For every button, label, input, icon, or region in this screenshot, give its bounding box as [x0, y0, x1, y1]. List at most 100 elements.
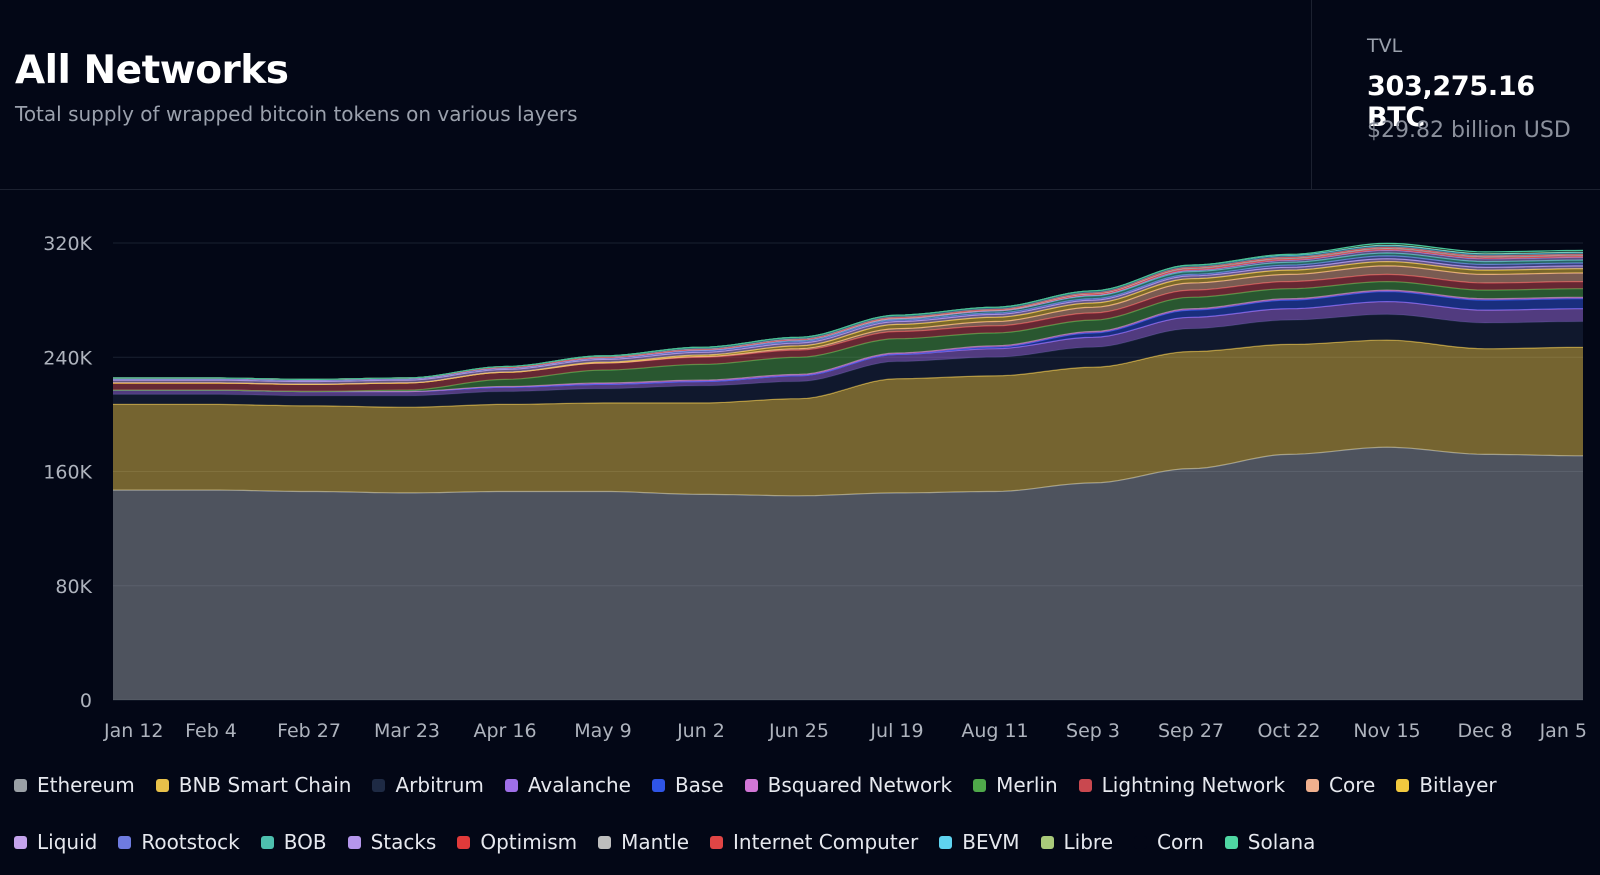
legend-item[interactable]: Bitlayer — [1396, 773, 1497, 797]
legend-swatch — [1306, 778, 1320, 792]
legend-label: Internet Computer — [733, 830, 919, 854]
legend-swatch — [710, 835, 724, 849]
x-tick-label: Mar 23 — [374, 720, 440, 742]
legend-item[interactable]: Arbitrum — [372, 773, 484, 797]
area-core — [113, 265, 1583, 385]
area-base — [113, 291, 1583, 392]
legend-item[interactable]: Lightning Network — [1078, 773, 1286, 797]
legend-label: Mantle — [621, 830, 690, 854]
legend-label: Ethereum — [37, 773, 135, 797]
legend-label: Rootstock — [141, 830, 240, 854]
legend-swatch — [14, 778, 27, 792]
legend-swatch — [1134, 835, 1148, 849]
legend-item[interactable]: Internet Computer — [710, 830, 918, 854]
legend-item[interactable]: Libre — [1040, 830, 1114, 854]
x-tick-label: Feb 4 — [185, 720, 237, 742]
legend-item[interactable]: Core — [1306, 773, 1375, 797]
legend-row-2: Liquid Rootstock BOB Stacks Optimism Mantle In… — [14, 830, 1594, 854]
x-tick-label: Feb 27 — [277, 720, 341, 742]
legend-label: Core — [1329, 773, 1376, 797]
x-tick-label: Sep 27 — [1158, 720, 1224, 742]
y-tick-label: 240K — [43, 347, 92, 369]
y-tick-label: 320K — [43, 233, 92, 255]
legend-swatch — [1224, 835, 1238, 849]
legend-label: Avalanche — [527, 773, 631, 797]
legend-label: Lightning Network — [1101, 773, 1286, 797]
legend-item[interactable]: Merlin — [973, 773, 1058, 797]
tvl-btc-value: 303,275.16 BTC — [1367, 71, 1535, 133]
legend-label: Solana — [1247, 830, 1316, 854]
legend-label: Arbitrum — [395, 773, 484, 797]
legend-label: BEVM — [962, 830, 1020, 854]
legend-swatch — [372, 778, 386, 792]
legend-label: Libre — [1063, 830, 1114, 854]
legend-swatch — [598, 835, 612, 849]
legend-label: Merlin — [996, 773, 1058, 797]
legend-swatch — [504, 778, 518, 792]
y-tick-label: 80K — [55, 576, 92, 598]
legend-swatch — [260, 835, 274, 849]
legend-swatch — [651, 778, 665, 792]
legend-item[interactable]: Avalanche — [504, 773, 631, 797]
legend-swatch — [973, 778, 987, 792]
legend-item[interactable]: Optimism — [457, 830, 577, 854]
legend-label: BOB — [283, 830, 327, 854]
header: All Networks Total supply of wrapped bit… — [0, 0, 1600, 190]
x-tick-label: Jan 12 — [103, 720, 164, 742]
legend-swatch — [744, 778, 758, 792]
area-arbitrum — [113, 314, 1583, 408]
legend-swatch — [118, 835, 132, 849]
legend-item[interactable]: Liquid — [14, 830, 97, 854]
legend-item[interactable]: Mantle — [598, 830, 689, 854]
tvl-label: TVL — [1367, 35, 1403, 57]
stacked-area-chart[interactable]: 0 80K 160K 240K 320K Jan 12 Feb 4 Feb 27 Mar 23… — [0, 190, 1600, 750]
legend-label: Corn — [1157, 830, 1204, 854]
legend-item[interactable]: Solana — [1224, 830, 1316, 854]
x-tick-label: Jun 25 — [768, 720, 829, 742]
x-tick-label: Dec 8 — [1458, 720, 1513, 742]
area-series-group — [113, 242, 1584, 700]
y-tick-label: 160K — [43, 462, 92, 484]
legend-label: Optimism — [480, 830, 578, 854]
legend-label: Stacks — [370, 830, 437, 854]
legend-swatch — [457, 835, 471, 849]
x-tick-label: Jul 19 — [869, 720, 923, 742]
x-axis: Jan 12 Feb 4 Feb 27 Mar 23 Apr 16 May 9 Jun 2 J… — [103, 720, 1587, 742]
legend-item[interactable]: Ethereum — [14, 773, 135, 797]
legend-item[interactable]: Rootstock — [118, 830, 240, 854]
area-merlin — [113, 281, 1583, 392]
page-title: All Networks — [15, 48, 289, 93]
legend-label: Bitlayer — [1419, 773, 1497, 797]
legend-swatch — [155, 778, 169, 792]
legend-label: BNB Smart Chain — [178, 773, 352, 797]
legend-swatch — [1078, 778, 1092, 792]
page-subtitle: Total supply of wrapped bitcoin tokens o… — [15, 102, 578, 126]
x-tick-label: Sep 3 — [1066, 720, 1120, 742]
area-bnb-smart-chain — [113, 340, 1583, 496]
x-tick-label: Aug 11 — [961, 720, 1028, 742]
legend-item[interactable]: BOB — [260, 830, 327, 854]
x-tick-label: Jan 5 — [1539, 720, 1587, 742]
legend-label: Liquid — [37, 830, 98, 854]
legend-swatch — [347, 835, 361, 849]
legend-row-1: Ethereum BNB Smart Chain Arbitrum Avalanche… — [14, 773, 1594, 797]
x-tick-label: Apr 16 — [473, 720, 536, 742]
line-solana — [113, 242, 1584, 380]
x-tick-label: May 9 — [574, 720, 631, 742]
legend-swatch — [1040, 835, 1054, 849]
y-tick-label: 0 — [80, 690, 92, 712]
legend-item[interactable]: Corn — [1134, 830, 1204, 854]
legend-swatch — [1396, 778, 1410, 792]
legend-item[interactable]: Base — [651, 773, 724, 797]
x-tick-label: Nov 15 — [1353, 720, 1420, 742]
legend-item[interactable]: BEVM — [939, 830, 1020, 854]
legend-item[interactable]: BNB Smart Chain — [155, 773, 352, 797]
x-tick-label: Oct 22 — [1257, 720, 1320, 742]
legend-swatch — [939, 835, 953, 849]
legend-item[interactable]: Stacks — [347, 830, 437, 854]
area-avalanche — [113, 301, 1583, 396]
tvl-panel: TVL 303,275.16 BTC $29.82 billion USD — [1311, 0, 1600, 190]
x-tick-label: Jun 2 — [676, 720, 725, 742]
legend-item[interactable]: Bsquared Network — [744, 773, 952, 797]
legend-label: Base — [674, 773, 724, 797]
